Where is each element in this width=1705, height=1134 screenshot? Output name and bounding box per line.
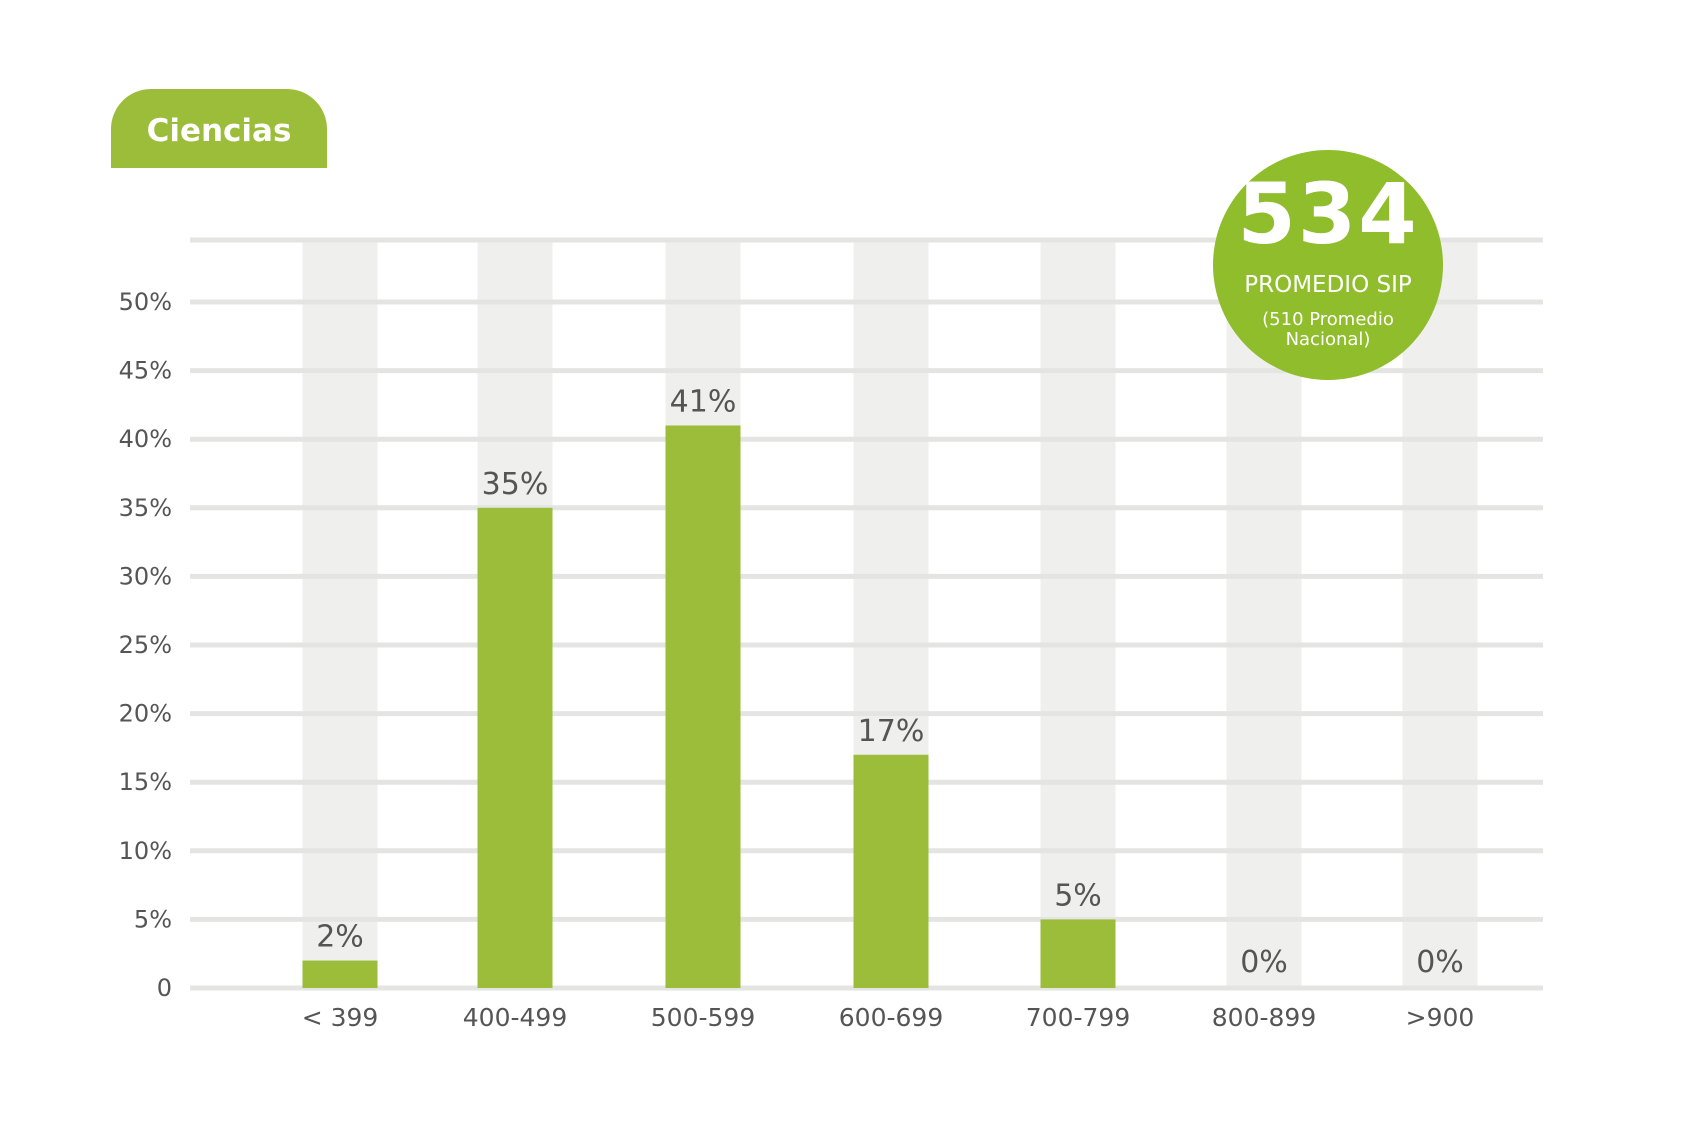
data-label-3: 17% (858, 714, 925, 749)
y-tick-label-20: 20% (119, 700, 172, 728)
y-tick-label-40: 40% (119, 425, 172, 453)
average-badge: 534 PROMEDIO SIP (510 Promedio Nacional) (1213, 150, 1443, 380)
bar-4 (1040, 919, 1116, 988)
y-tick-label-45: 45% (119, 357, 172, 385)
chart-title-tab: Ciencias (111, 89, 327, 168)
y-tick-label-15: 15% (119, 768, 172, 796)
x-axis-ticks: < 399 400-499 500-599 600-699 700-799 800-899… (302, 1003, 1475, 1032)
bars (302, 425, 1116, 989)
x-tick-label-5: 800-899 (1212, 1003, 1316, 1032)
y-tick-label-0: 0 (157, 974, 172, 1002)
y-tick-label-35: 35% (119, 494, 172, 522)
chart-title: Ciencias (146, 112, 292, 149)
x-tick-label-1: 400-499 (463, 1003, 567, 1032)
column-bg-0 (302, 238, 378, 988)
y-axis-ticks: 0 5% 10% 15% 20% 25% 30% 35% 40% 45% 50% (119, 288, 172, 1002)
data-label-1: 35% (482, 467, 549, 502)
x-tick-label-2: 500-599 (651, 1003, 755, 1032)
y-tick-label-30: 30% (119, 562, 172, 590)
x-tick-label-3: 600-699 (839, 1003, 943, 1032)
average-label: PROMEDIO SIP (1244, 272, 1412, 298)
y-tick-label-10: 10% (119, 837, 172, 865)
y-tick-label-50: 50% (119, 288, 172, 316)
data-labels: 2% 35% 41% 17% 5% 0% 0% (316, 384, 1464, 980)
bar-2 (665, 425, 741, 989)
x-tick-label-4: 700-799 (1026, 1003, 1130, 1032)
x-tick-label-0: < 399 (302, 1003, 379, 1032)
y-tick-label-25: 25% (119, 631, 172, 659)
data-label-4: 5% (1054, 878, 1102, 913)
data-label-5: 0% (1240, 945, 1288, 980)
column-bg-4 (1040, 238, 1116, 988)
bar-3 (853, 754, 929, 988)
bar-0 (302, 960, 378, 988)
x-tick-label-6: >900 (1406, 1003, 1475, 1032)
average-score: 534 (1237, 165, 1419, 263)
bar-1 (477, 507, 553, 988)
y-tick-label-5: 5% (134, 905, 172, 933)
national-average-note: (510 Promedio Nacional) (1262, 309, 1394, 350)
data-label-6: 0% (1416, 945, 1464, 980)
data-label-0: 2% (316, 920, 364, 955)
column-bg-6 (1402, 238, 1478, 988)
data-label-2: 41% (670, 384, 737, 419)
